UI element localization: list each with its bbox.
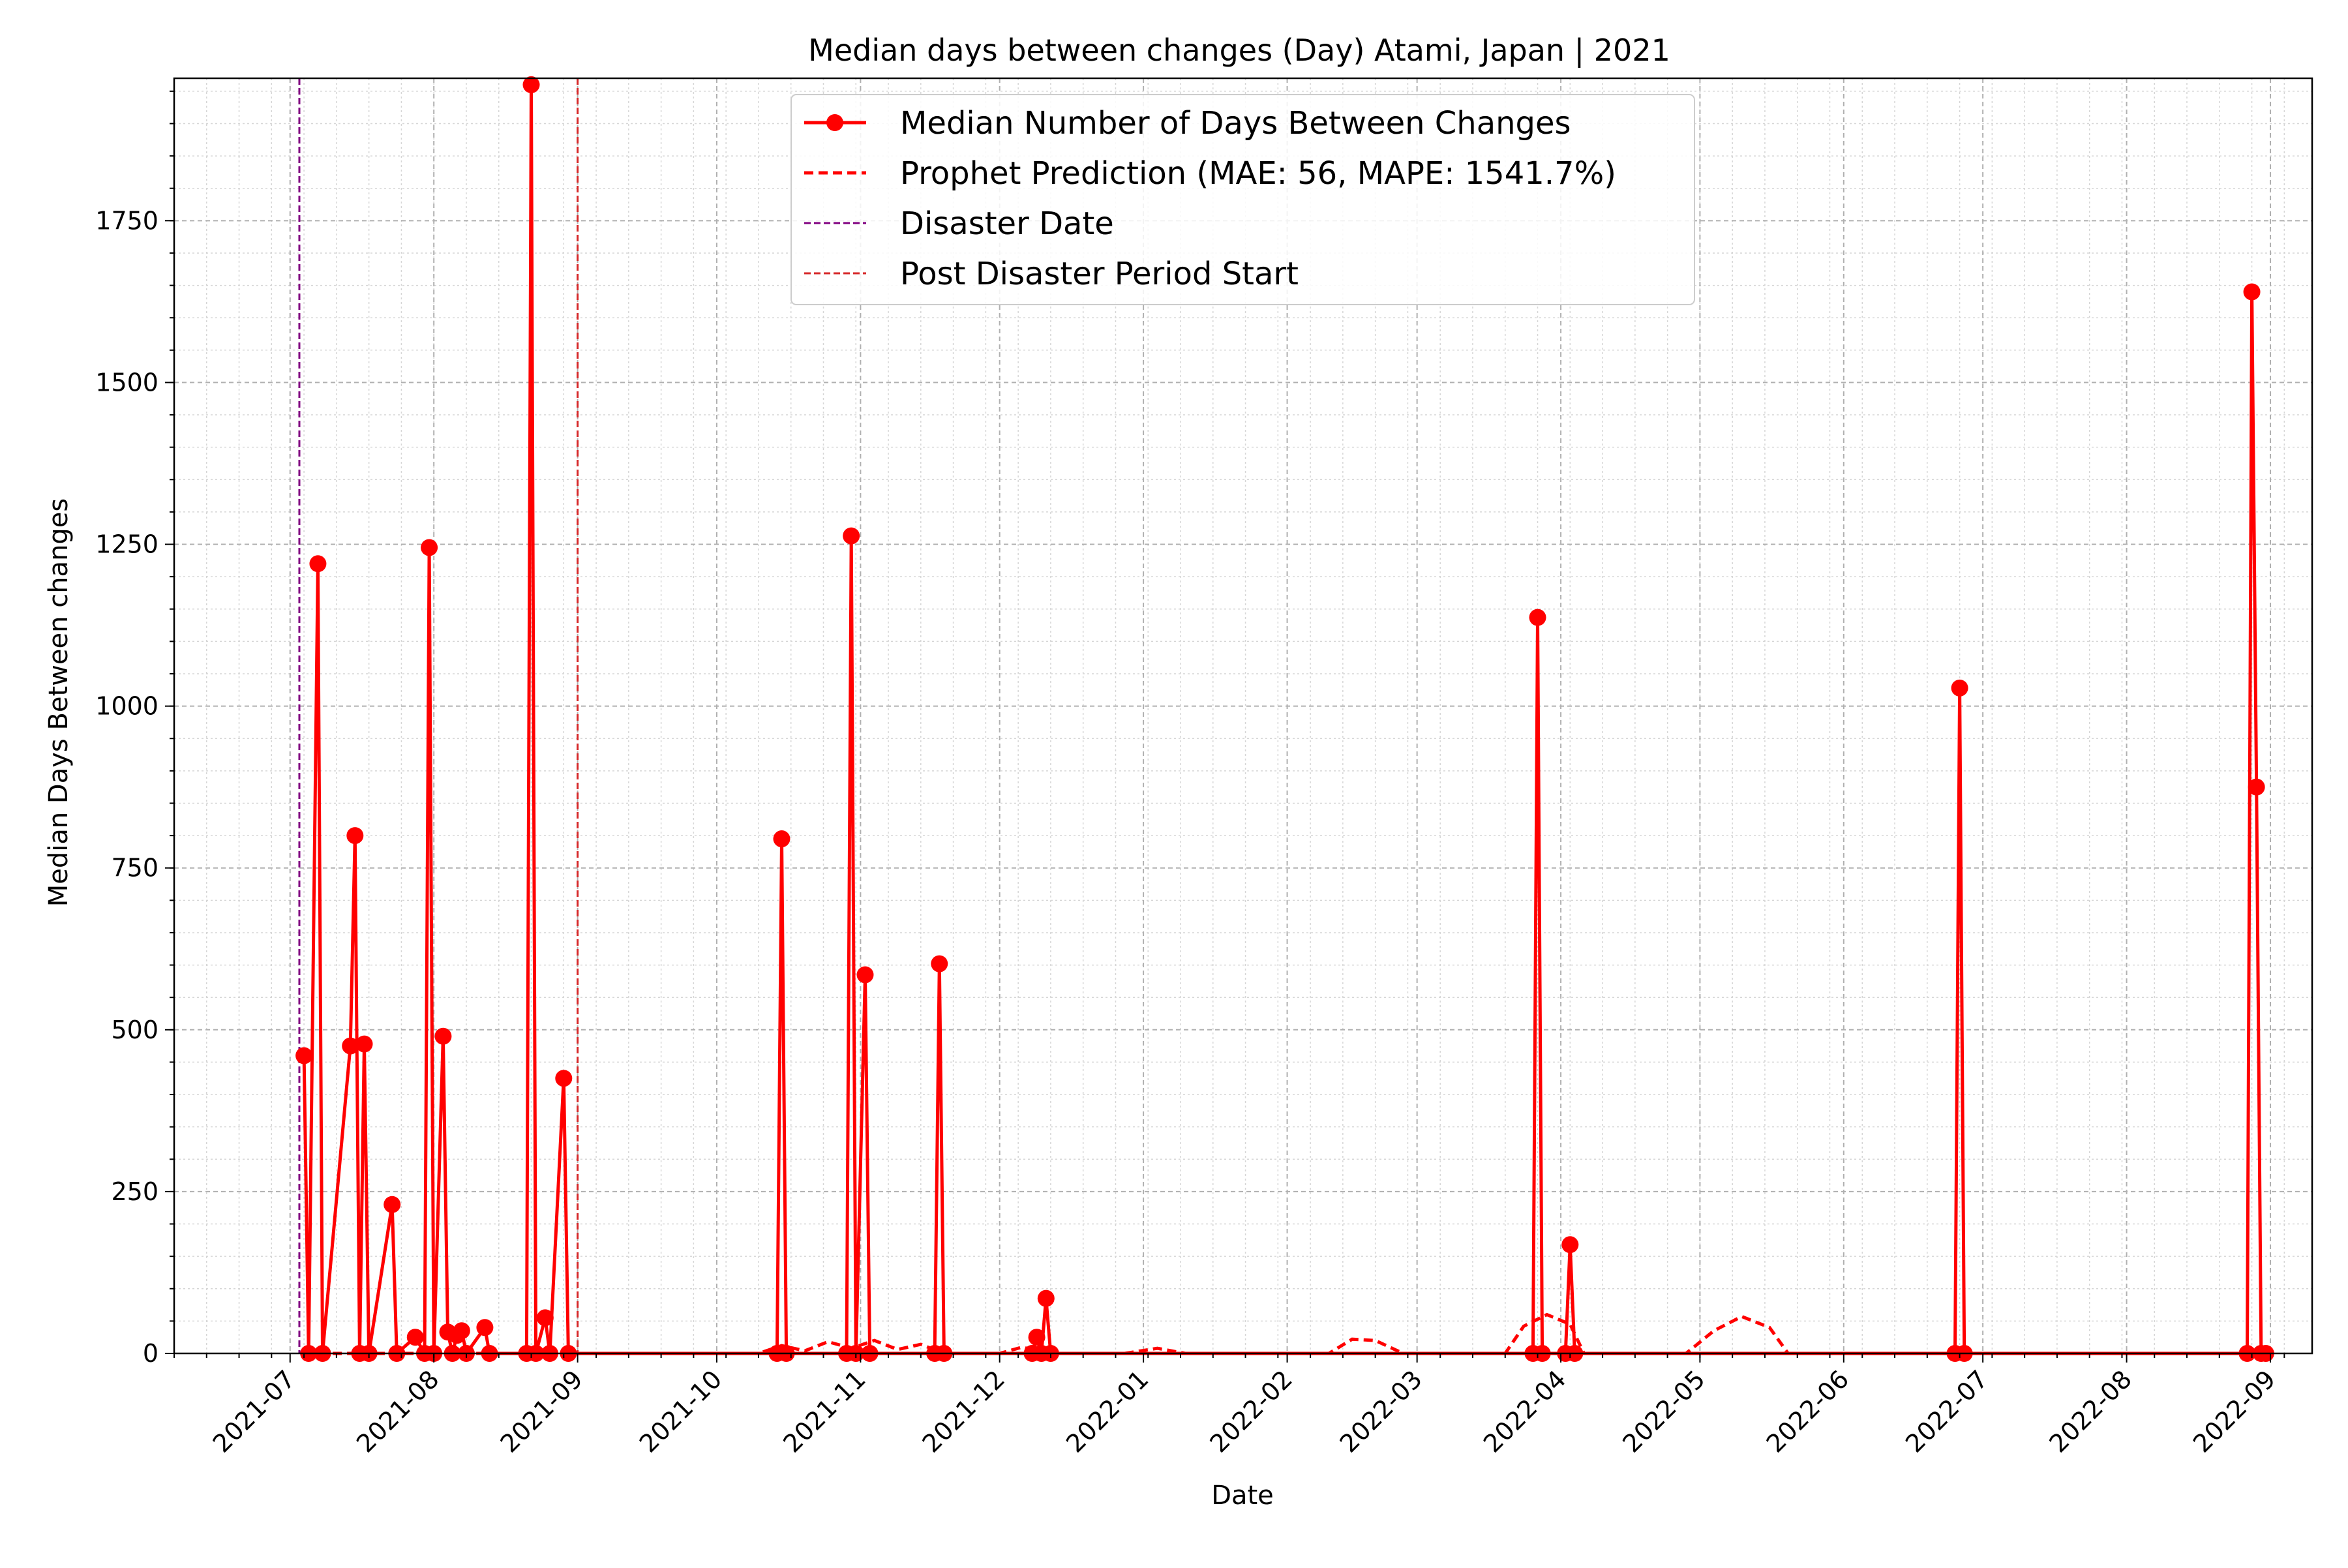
y-tick-label: 750: [111, 854, 158, 882]
data-point: [384, 1196, 401, 1213]
data-point: [342, 1037, 359, 1055]
legend-label-1: Prophet Prediction (MAE: 56, MAPE: 1541.…: [900, 155, 1616, 192]
minor-gridlines: [173, 78, 2312, 1353]
plot-frame: [173, 77, 2313, 1355]
data-point: [2248, 778, 2265, 796]
legend-marker-0: [826, 114, 843, 131]
data-point: [843, 527, 860, 545]
data-point: [309, 555, 327, 573]
y-tick-label: 1500: [95, 368, 158, 397]
y-tick-label: 0: [143, 1339, 158, 1368]
y-tick-label: 1000: [95, 692, 158, 721]
y-tick-label: 250: [111, 1177, 158, 1206]
y-tick-label: 1750: [95, 206, 158, 235]
data-point: [295, 1047, 313, 1064]
data-point: [1529, 609, 1546, 626]
reference-lines: [298, 78, 579, 1353]
x-axis-label: Date: [1211, 1481, 1274, 1511]
legend-label-3: Post Disaster Period Start: [900, 256, 1299, 292]
legend-box: [790, 94, 1695, 305]
data-point: [355, 1035, 373, 1053]
data-point: [434, 1027, 452, 1045]
y-tick-label: 500: [111, 1016, 158, 1044]
data-point: [522, 76, 540, 93]
data-point: [931, 955, 948, 972]
legend: Median Number of Days Between Changes Pro…: [790, 94, 1695, 305]
data-point: [1951, 679, 1968, 697]
data-point: [773, 830, 790, 848]
data-point: [555, 1070, 573, 1087]
data-point: [2243, 283, 2261, 301]
data-point: [453, 1322, 470, 1340]
y-tick-label: 1250: [95, 530, 158, 559]
data-point: [1561, 1236, 1579, 1254]
data-point: [346, 827, 364, 845]
data-point: [476, 1319, 494, 1336]
data-point: [856, 966, 874, 984]
legend-label-2: Disaster Date: [900, 205, 1114, 242]
data-point: [421, 539, 438, 556]
y-axis-ticks: 0 250 500 750 1000 1250 1500 1750: [95, 90, 174, 1368]
chart-title: Median days between changes (Day) Atami,…: [808, 33, 1670, 68]
legend-label-0: Median Number of Days Between Changes: [900, 105, 1571, 142]
data-point: [1037, 1289, 1055, 1307]
y-axis-label: Median Days Between changes: [44, 498, 74, 907]
data-point: [406, 1329, 424, 1346]
data-point: [1028, 1329, 1046, 1346]
data-point: [536, 1309, 554, 1327]
